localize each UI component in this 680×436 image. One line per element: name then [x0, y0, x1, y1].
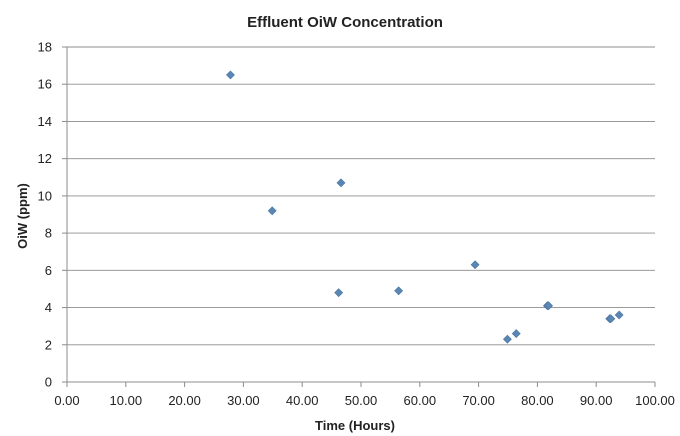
x-tick-label: 70.00 — [462, 393, 495, 408]
y-tick-label: 10 — [38, 188, 52, 203]
data-point — [336, 178, 346, 188]
data-point — [470, 260, 480, 270]
y-tick-label: 14 — [38, 114, 52, 129]
y-tick-label: 4 — [45, 300, 52, 315]
x-tick-label: 20.00 — [168, 393, 201, 408]
y-tick-label: 16 — [38, 77, 52, 92]
x-tick-label: 90.00 — [580, 393, 613, 408]
x-tick-label: 60.00 — [404, 393, 437, 408]
x-tick-labels: 0.00 10.00 20.00 30.00 40.00 50.00 60.00 70.00 8… — [54, 393, 675, 408]
chart-title: Effluent OiW Concentration — [247, 14, 443, 31]
data-point — [502, 334, 512, 344]
data-point — [334, 288, 344, 298]
x-tick-label: 10.00 — [110, 393, 143, 408]
data-point — [226, 70, 235, 80]
x-axis-label: Time (Hours) — [315, 418, 395, 433]
x-tick-label: 50.00 — [345, 393, 378, 408]
y-tick-label: 2 — [45, 337, 52, 352]
gridlines — [67, 46, 655, 346]
data-point — [606, 314, 616, 324]
data-point — [394, 286, 404, 296]
y-tick-labels: 0 2 4 6 8 10 12 14 16 18 — [38, 40, 52, 390]
x-tick-label: 0.00 — [54, 393, 79, 408]
x-tick-label: 30.00 — [227, 393, 260, 408]
x-tick-label: 100.00 — [635, 393, 675, 408]
y-axis-label: OiW (ppm) — [15, 183, 30, 249]
data-points — [226, 70, 624, 344]
y-tick-label: 8 — [45, 226, 52, 241]
x-tick-label: 40.00 — [286, 393, 319, 408]
y-tick-label: 18 — [38, 40, 52, 55]
data-point — [511, 329, 521, 339]
y-tick-label: 0 — [45, 375, 52, 390]
data-point — [614, 310, 624, 320]
axes — [62, 46, 656, 387]
data-point — [267, 206, 277, 216]
x-tick-label: 80.00 — [521, 393, 554, 408]
y-tick-label: 12 — [38, 151, 52, 166]
data-point — [544, 301, 553, 311]
y-tick-label: 6 — [45, 263, 52, 278]
